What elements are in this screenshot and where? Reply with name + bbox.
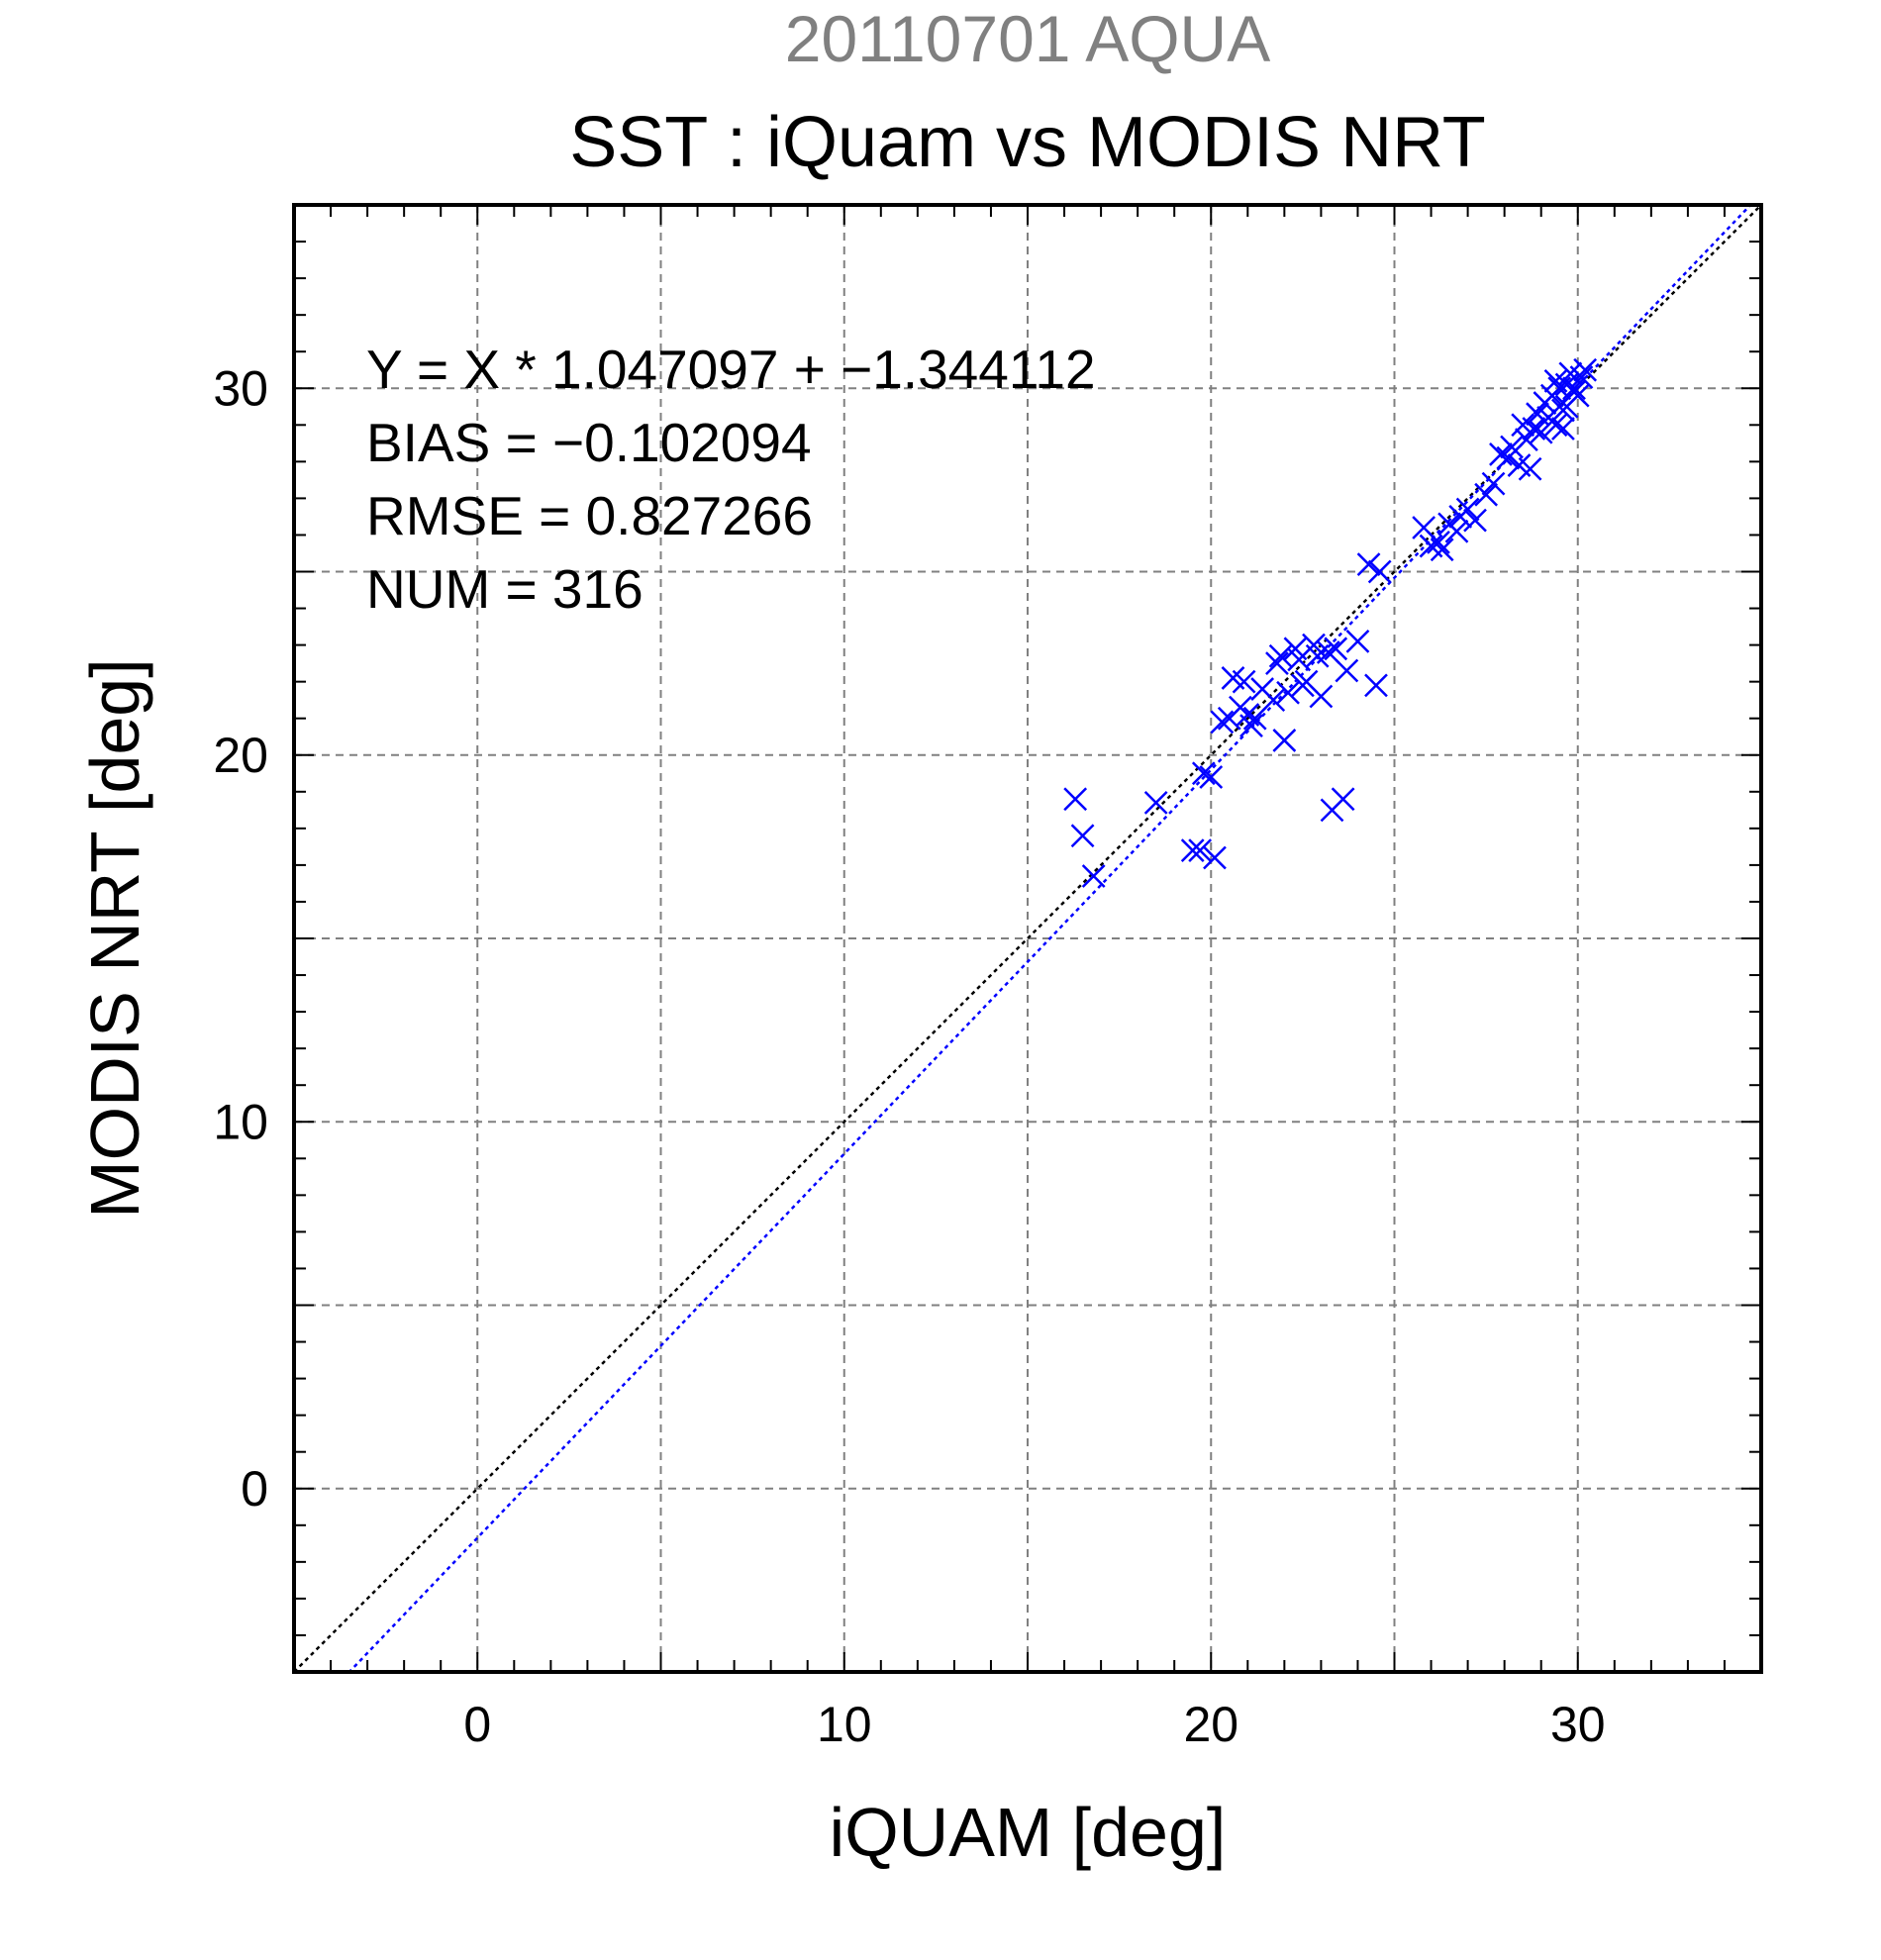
data-point: [1232, 669, 1256, 694]
num-stat: NUM = 316: [366, 558, 644, 620]
data-point: [1261, 688, 1286, 713]
x-tick-label: 0: [463, 1697, 491, 1752]
data-point: [1518, 456, 1542, 481]
data-point: [1463, 508, 1487, 533]
y-tick-label: 20: [213, 728, 268, 783]
data-point: [1305, 643, 1330, 668]
date-title: 20110701 AQUA: [785, 2, 1271, 75]
data-point: [1364, 673, 1388, 698]
regression-line: [347, 205, 1752, 1672]
data-point: [1287, 647, 1312, 672]
chart-title: SST : iQuam vs MODIS NRT: [569, 103, 1486, 182]
data-point: [1511, 413, 1535, 438]
data-point: [1191, 761, 1216, 786]
data-point: [1239, 714, 1263, 737]
y-tick-label: 30: [213, 360, 268, 416]
data-point: [1242, 706, 1267, 731]
regression-equation: Y = X * 1.047097 + −1.344112: [366, 339, 1096, 400]
data-point: [1529, 420, 1553, 444]
data-point: [1514, 428, 1538, 452]
x-tick-labels: 0 10 20 30: [463, 1697, 1605, 1752]
data-point: [1188, 838, 1213, 862]
data-point: [1444, 519, 1469, 543]
data-points: [1063, 357, 1598, 888]
grid-lines: [294, 205, 1761, 1672]
data-point: [1481, 471, 1506, 496]
data-point: [1063, 787, 1088, 812]
data-point: [1335, 658, 1359, 683]
data-point: [1551, 417, 1575, 441]
y-axis-label: MODIS NRT [deg]: [76, 658, 153, 1218]
data-point: [1345, 630, 1370, 653]
data-point: [1203, 845, 1227, 870]
x-tick-label: 20: [1183, 1697, 1238, 1752]
x-tick-label: 30: [1550, 1697, 1606, 1752]
data-point: [1430, 538, 1454, 562]
data-point: [1143, 791, 1168, 815]
data-point: [1489, 442, 1513, 466]
data-point: [1276, 680, 1300, 705]
data-point: [1543, 368, 1568, 393]
rmse-stat: RMSE = 0.827266: [366, 485, 813, 546]
data-point: [1210, 710, 1235, 735]
y-tick-label: 10: [213, 1094, 268, 1149]
data-point: [1324, 637, 1348, 661]
data-point: [1272, 729, 1297, 752]
data-point: [1070, 824, 1095, 848]
data-point: [1573, 357, 1598, 382]
data-point: [1562, 376, 1586, 401]
data-point: [1081, 864, 1106, 888]
y-tick-labels: 0 10 20 30: [213, 360, 268, 1517]
data-point: [1558, 361, 1583, 386]
data-point: [1309, 684, 1334, 709]
data-point: [1543, 413, 1568, 438]
data-point: [1474, 482, 1499, 507]
data-point: [1180, 838, 1205, 862]
plot-frame: [292, 203, 1763, 1674]
data-point: [1455, 497, 1480, 522]
data-point: [1427, 530, 1450, 554]
data-point: [1290, 673, 1315, 698]
data-point: [1199, 765, 1224, 789]
data-point: [1331, 787, 1355, 812]
data-point: [1496, 445, 1521, 470]
bias-stat: BIAS = −0.102094: [366, 412, 812, 473]
y-tick-label: 0: [241, 1461, 268, 1517]
data-point: [1356, 552, 1381, 576]
x-tick-label: 10: [817, 1697, 872, 1752]
data-point: [1268, 643, 1293, 668]
data-point: [1265, 651, 1289, 676]
data-point: [1367, 559, 1392, 584]
data-point: [1554, 394, 1579, 419]
x-axis-label: iQUAM [deg]: [830, 1794, 1227, 1871]
